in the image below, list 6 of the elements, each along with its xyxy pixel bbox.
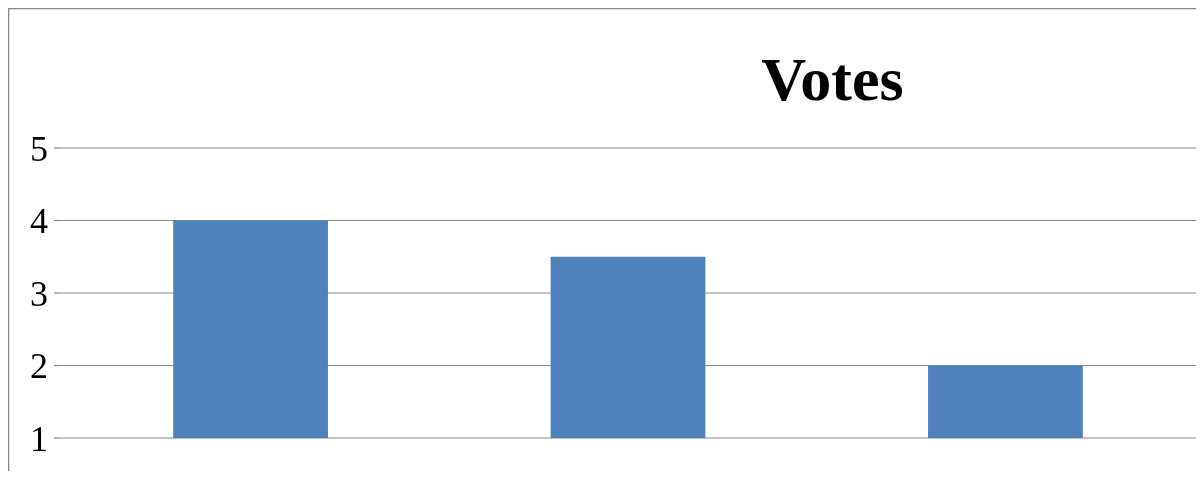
y-tick-label: 1 (30, 418, 48, 459)
chart-title: Votes (761, 45, 904, 113)
y-tick-label: 2 (30, 346, 48, 387)
y-tick-label: 5 (30, 128, 48, 169)
y-tick-label: 3 (30, 273, 48, 314)
y-tick-label: 4 (30, 201, 48, 242)
